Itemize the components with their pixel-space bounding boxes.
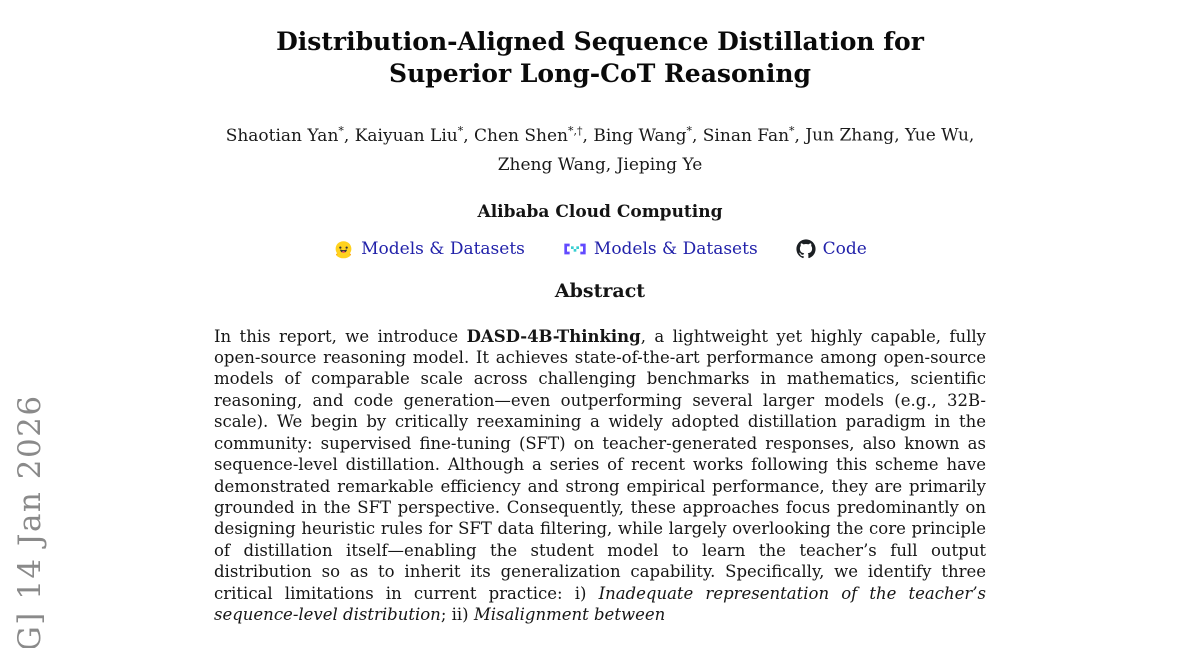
github-link-label: Code xyxy=(822,239,867,260)
author-mark: * xyxy=(338,124,344,137)
abstract-model-name: DASD-4B-Thinking xyxy=(466,326,641,346)
author-name: Yue Wu, xyxy=(905,125,975,146)
github-link[interactable]: Code xyxy=(796,239,867,259)
author-name: Jieping Ye xyxy=(616,154,703,175)
author-mark: * xyxy=(686,124,692,137)
modelscope-link-label: Models & Datasets xyxy=(593,239,758,260)
authors: Shaotian Yan*, Kaiyuan Liu*, Chen Shen*,… xyxy=(150,116,1050,180)
paper-title: Distribution-Aligned Sequence Distillati… xyxy=(276,27,924,88)
huggingface-link[interactable]: Models & Datasets xyxy=(333,239,525,260)
author-mark: * xyxy=(789,124,795,137)
abstract-seg-1: In this report, we introduce xyxy=(214,326,467,346)
author-name: Shaotian Yan*, xyxy=(225,124,355,146)
author-name: Sinan Fan*, xyxy=(702,124,806,146)
author-mark: *,† xyxy=(568,124,583,137)
abstract-heading: Abstract xyxy=(554,279,646,302)
abstract-seg-5: ; ii) xyxy=(440,604,474,624)
author-name: Jun Zhang, xyxy=(805,125,905,146)
affiliation: Alibaba Cloud Computing xyxy=(477,201,723,222)
resource-links: Models & Datasets Models & Datasets xyxy=(0,239,1200,260)
author-name: Chen Shen*,†, xyxy=(474,124,594,146)
huggingface-icon xyxy=(333,239,354,260)
author-name: Zheng Wang, xyxy=(497,154,617,175)
author-name: Bing Wang*, xyxy=(593,124,703,146)
abstract-limitation-2: Misalignment between xyxy=(473,604,666,624)
abstract-seg-3: , a lightweight yet highly capable, full… xyxy=(214,326,986,603)
abstract-text: In this report, we introduce DASD-4B-Thi… xyxy=(214,326,986,626)
github-icon xyxy=(796,239,816,259)
modelscope-icon xyxy=(563,241,587,257)
abstract-limitation-1: Inadequate representation of the teacher… xyxy=(214,583,986,624)
huggingface-link-label: Models & Datasets xyxy=(361,239,525,260)
author-mark: * xyxy=(457,124,464,137)
modelscope-link[interactable]: Models & Datasets xyxy=(563,239,758,259)
author-name: Kaiyuan Liu*, xyxy=(354,124,475,146)
arxiv-watermark: G] 14 Jan 2026 xyxy=(12,394,48,648)
